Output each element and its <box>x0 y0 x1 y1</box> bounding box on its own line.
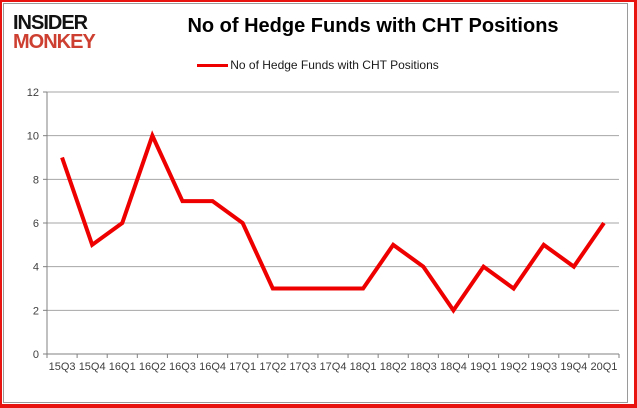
legend-label: No of Hedge Funds with CHT Positions <box>230 58 439 72</box>
svg-text:8: 8 <box>33 174 39 186</box>
gridlines <box>47 91 619 311</box>
legend-line-swatch <box>197 63 229 67</box>
svg-text:4: 4 <box>33 262 39 274</box>
logo-line-insider: INSIDER <box>13 12 88 34</box>
svg-text:16Q4: 16Q4 <box>199 361 226 373</box>
svg-text:0: 0 <box>33 349 39 361</box>
svg-text:18Q3: 18Q3 <box>410 361 437 373</box>
svg-text:15Q3: 15Q3 <box>49 361 76 373</box>
svg-text:16Q1: 16Q1 <box>109 361 136 373</box>
insider-monkey-logo: INSIDER MONKEY <box>13 12 125 53</box>
svg-text:12: 12 <box>27 87 39 99</box>
svg-text:19Q2: 19Q2 <box>500 361 527 373</box>
series-line <box>60 130 606 314</box>
svg-text:19Q4: 19Q4 <box>560 361 587 373</box>
svg-text:2: 2 <box>33 305 39 317</box>
svg-text:10: 10 <box>27 131 39 143</box>
x-axis-labels: 15Q3 15Q4 16Q1 16Q2 16Q3 16Q4 17Q1 17Q2 17Q3 17Q4… <box>46 354 620 373</box>
svg-text:18Q1: 18Q1 <box>350 361 377 373</box>
svg-text:18Q2: 18Q2 <box>380 361 407 373</box>
svg-text:17Q3: 17Q3 <box>289 361 316 373</box>
svg-text:6: 6 <box>33 218 39 230</box>
y-axis-labels: 0 2 4 6 8 10 12 <box>27 87 47 361</box>
logo-line-monkey: MONKEY <box>13 31 96 53</box>
chart-title: No of Hedge Funds with CHT Positions <box>187 15 559 37</box>
svg-text:19Q3: 19Q3 <box>530 361 557 373</box>
legend: No of Hedge Funds with CHT Positions <box>2 58 634 72</box>
svg-text:18Q4: 18Q4 <box>440 361 467 373</box>
svg-text:15Q4: 15Q4 <box>79 361 106 373</box>
svg-text:20Q1: 20Q1 <box>590 361 617 373</box>
svg-text:17Q4: 17Q4 <box>320 361 347 373</box>
svg-text:17Q2: 17Q2 <box>259 361 286 373</box>
svg-text:19Q1: 19Q1 <box>470 361 497 373</box>
svg-text:16Q2: 16Q2 <box>139 361 166 373</box>
svg-text:17Q1: 17Q1 <box>229 361 256 373</box>
svg-text:16Q3: 16Q3 <box>169 361 196 373</box>
